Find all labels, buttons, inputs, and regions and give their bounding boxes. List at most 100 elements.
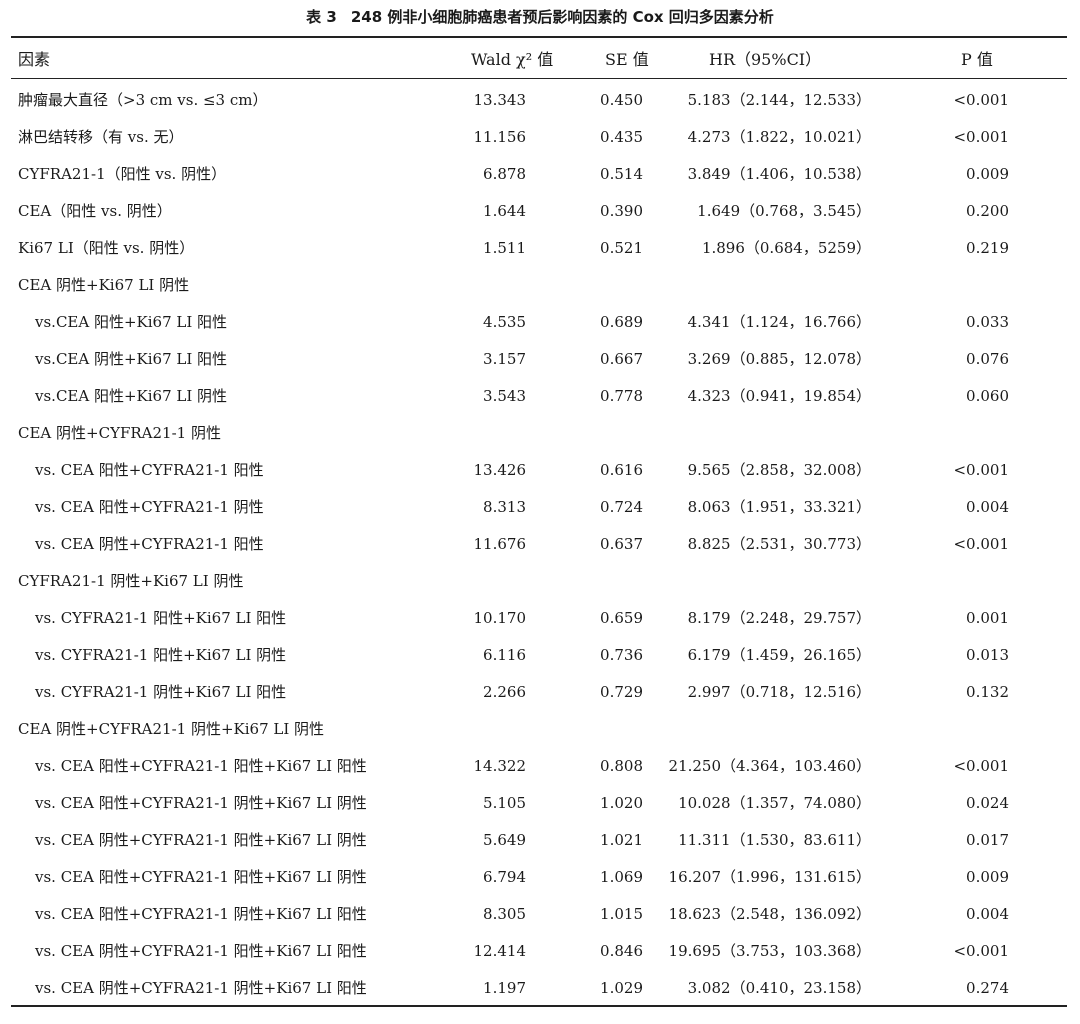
cell-p [911,563,1009,600]
cell-wald: 5.649 [483,831,526,849]
cell-wald: 1.511 [483,239,526,257]
cell-hr: 4.341（1.124，16.766） [687,313,871,331]
cell-hr: 9.565（2.858，32.008） [687,461,871,479]
table-row-subitem: vs.CEA 阴性+Ki67 LI 阳性 3.157 0.667 3.269（0.88… [11,341,1067,378]
cell-wald: 2.266 [483,683,526,701]
cell-p: <0.001 [953,942,1009,960]
cell-hr: 3.269（0.885，12.078） [687,350,871,368]
table-row: 淋巴结转移（有 vs. 无） 11.156 0.435 4.273（1.822，10.… [11,119,1067,156]
table-bottom-rule [11,1005,1067,1007]
cell-p: <0.001 [953,91,1009,109]
table-row-subitem: vs. CEA 阳性+CYFRA21-1 阴性 8.313 0.724 8.063（1… [11,489,1067,526]
cell-p: 0.132 [966,683,1009,701]
cell-wald: 6.794 [483,868,526,886]
cell-factor: vs. CYFRA21-1 阳性+Ki67 LI 阳性 [35,609,287,627]
cell-wald: 5.105 [483,794,526,812]
cell-se: 1.020 [600,794,643,812]
cell-se [571,711,643,748]
cell-hr [651,267,871,304]
cell-se: 1.069 [600,868,643,886]
cell-se: 0.808 [600,757,643,775]
cell-hr: 8.825（2.531，30.773） [687,535,871,553]
table-top-rule [11,36,1067,38]
cell-wald [451,711,526,748]
cell-hr: 4.273（1.822，10.021） [687,128,871,146]
cell-hr: 6.179（1.459，26.165） [687,646,871,664]
header-wald: Wald χ² 值 [471,50,554,69]
cell-se: 1.021 [600,831,643,849]
cell-p: 0.001 [966,609,1009,627]
cell-hr: 2.997（0.718，12.516） [687,683,871,701]
cell-hr: 8.179（2.248，29.757） [687,609,871,627]
cell-factor: 肿瘤最大直径（>3 cm vs. ≤3 cm） [18,91,268,109]
cell-se: 0.637 [600,535,643,553]
cell-se: 0.724 [600,498,643,516]
cell-p: 0.200 [966,202,1009,220]
table-header: 因素 Wald χ² 值 SE 值 HR（95%CI） P 值 [11,41,1067,78]
cell-se: 1.029 [600,979,643,997]
cell-p [911,711,1009,748]
cell-factor: vs.CEA 阳性+Ki67 LI 阴性 [35,387,228,405]
cell-p: <0.001 [953,535,1009,553]
cell-factor: vs. CEA 阴性+CYFRA21-1 阳性 [35,535,264,553]
cell-wald: 3.543 [483,387,526,405]
cell-factor: vs. CEA 阴性+CYFRA21-1 阴性+Ki67 LI 阳性 [35,979,367,997]
header-hr: HR（95%CI） [709,50,822,69]
cell-hr: 11.311（1.530，83.611） [678,831,871,849]
cell-factor: 淋巴结转移（有 vs. 无） [18,128,184,146]
cell-factor: vs. CEA 阳性+CYFRA21-1 阳性 [35,461,264,479]
cell-p: 0.033 [966,313,1009,331]
cell-wald: 1.644 [483,202,526,220]
cell-hr: 8.063（1.951，33.321） [687,498,871,516]
cell-p: 0.219 [966,239,1009,257]
table-row-subitem: vs. CEA 阴性+CYFRA21-1 阴性+Ki67 LI 阳性 1.197 1… [11,970,1067,1007]
cell-wald: 8.313 [483,498,526,516]
cell-p: 0.060 [966,387,1009,405]
cell-factor: vs. CEA 阳性+CYFRA21-1 阳性+Ki67 LI 阳性 [35,757,367,775]
cell-se: 0.659 [600,609,643,627]
cell-factor: CEA 阴性+CYFRA21-1 阴性 [18,424,221,442]
table-row: CEA（阳性 vs. 阴性） 1.644 0.390 1.649（0.768，3.54… [11,193,1067,230]
cell-wald: 12.414 [473,942,527,960]
header-p: P 值 [961,50,993,69]
table-row: CYFRA21-1（阳性 vs. 阴性） 6.878 0.514 3.849（1.40… [11,156,1067,193]
cell-factor: vs. CYFRA21-1 阴性+Ki67 LI 阳性 [35,683,287,701]
cell-se: 0.778 [600,387,643,405]
cell-se: 0.521 [600,239,643,257]
cell-se: 0.667 [600,350,643,368]
cell-p: <0.001 [953,461,1009,479]
table-row: 肿瘤最大直径（>3 cm vs. ≤3 cm） 13.343 0.450 5.183（… [11,82,1067,119]
cell-factor: CEA 阴性+CYFRA21-1 阴性+Ki67 LI 阴性 [18,720,325,738]
header-factor: 因素 [18,50,51,69]
cell-p: 0.009 [966,165,1009,183]
cell-hr [651,563,871,600]
cell-wald [451,415,526,452]
cell-wald: 6.878 [483,165,526,183]
cell-p: 0.013 [966,646,1009,664]
cell-hr: 16.207（1.996，131.615） [668,868,871,886]
cell-factor: vs.CEA 阳性+Ki67 LI 阳性 [35,313,228,331]
cell-factor: vs.CEA 阴性+Ki67 LI 阳性 [35,350,228,368]
table-row-subitem: vs. CYFRA21-1 阳性+Ki67 LI 阴性 6.116 0.736 6.1… [11,637,1067,674]
cell-wald [451,267,526,304]
cell-hr: 4.323（0.941，19.854） [687,387,871,405]
cell-wald: 13.426 [473,461,527,479]
cell-factor: vs. CEA 阴性+CYFRA21-1 阳性+Ki67 LI 阴性 [35,831,367,849]
cell-se: 0.736 [600,646,643,664]
table-row-subitem: vs.CEA 阳性+Ki67 LI 阴性 3.543 0.778 4.323（0.94… [11,378,1067,415]
cell-se: 0.846 [600,942,643,960]
cell-factor: vs. CEA 阳性+CYFRA21-1 阴性 [35,498,264,516]
cell-factor: CYFRA21-1（阳性 vs. 阴性） [18,165,227,183]
cell-hr: 3.849（1.406，10.538） [687,165,871,183]
cell-se [571,415,643,452]
cell-p: 0.024 [966,794,1009,812]
cell-se: 0.616 [600,461,643,479]
cell-wald [451,563,526,600]
caption-label: 表 3 [306,8,337,26]
cell-factor: Ki67 LI（阳性 vs. 阴性） [18,239,195,257]
cell-p: 0.009 [966,868,1009,886]
cell-p: 0.274 [966,979,1009,997]
cell-p [911,267,1009,304]
cell-wald: 14.322 [473,757,527,775]
